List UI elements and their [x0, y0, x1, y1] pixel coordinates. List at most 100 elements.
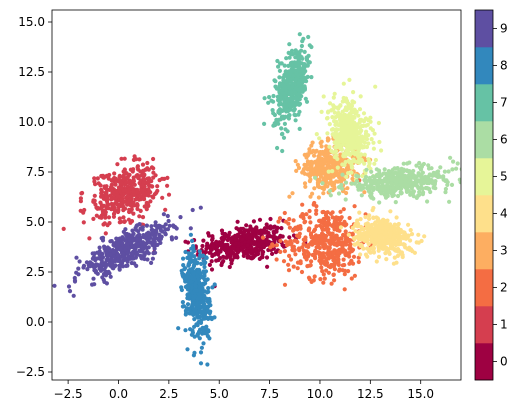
data-point [339, 121, 344, 126]
data-point [314, 132, 319, 137]
data-point [314, 245, 319, 250]
data-point [287, 55, 292, 60]
data-point [356, 255, 361, 260]
data-point [408, 238, 413, 243]
data-point [313, 256, 318, 261]
data-point [334, 153, 339, 158]
data-point [295, 260, 301, 265]
data-point [411, 189, 416, 194]
data-point [375, 227, 380, 233]
data-point [376, 168, 382, 173]
data-point [99, 215, 104, 220]
data-point [364, 144, 370, 150]
data-point [100, 275, 105, 280]
data-point [321, 280, 326, 285]
data-point [167, 223, 172, 228]
data-point [295, 266, 300, 271]
data-point [95, 205, 100, 210]
data-point [351, 90, 356, 95]
data-point [347, 243, 352, 248]
data-point [166, 192, 172, 197]
data-point [197, 281, 202, 286]
data-point [91, 216, 96, 221]
data-point [380, 179, 386, 185]
data-point [282, 210, 287, 216]
data-point [393, 170, 398, 175]
colorbar-tick-label: 9 [500, 22, 508, 36]
data-point [108, 274, 113, 279]
data-point [112, 208, 117, 213]
data-point [330, 210, 335, 215]
data-point [223, 248, 228, 253]
data-point [340, 242, 345, 247]
data-point [134, 252, 139, 257]
data-point [293, 77, 299, 82]
data-point [74, 255, 79, 260]
data-point [331, 272, 336, 277]
data-point [201, 238, 206, 243]
data-point [312, 159, 317, 165]
data-point [322, 242, 328, 247]
data-point [262, 230, 268, 235]
data-point [183, 249, 188, 255]
data-point [320, 269, 325, 274]
data-point [114, 247, 119, 252]
data-point [345, 120, 351, 125]
data-point [309, 75, 314, 80]
data-point [332, 110, 337, 115]
data-point [248, 224, 253, 229]
data-point [349, 276, 354, 281]
data-point [399, 168, 404, 173]
data-point [203, 249, 208, 254]
data-point [303, 96, 308, 101]
data-point [324, 180, 329, 185]
data-point [300, 245, 305, 250]
data-point [312, 186, 317, 191]
data-point [155, 242, 160, 247]
data-point [345, 115, 350, 120]
data-point [198, 300, 203, 305]
data-point [367, 175, 372, 181]
data-point [331, 264, 336, 269]
data-point [344, 143, 349, 148]
data-point [327, 245, 332, 250]
data-point [387, 250, 392, 255]
data-point [306, 152, 311, 157]
data-point [284, 243, 290, 248]
data-point [91, 276, 96, 281]
data-point [417, 173, 422, 178]
data-point [291, 233, 297, 238]
data-point [337, 268, 342, 273]
data-point [161, 212, 166, 217]
data-point [324, 220, 329, 226]
data-point [125, 194, 130, 199]
data-point [365, 254, 370, 259]
data-point [134, 223, 139, 228]
data-point [332, 91, 337, 96]
data-point [293, 63, 298, 68]
data-point [416, 232, 421, 237]
data-point [283, 219, 288, 224]
data-point [155, 188, 160, 193]
data-point [313, 175, 318, 180]
x-tick-label: 12.5 [357, 387, 384, 401]
data-point [279, 126, 284, 131]
data-point [330, 169, 335, 174]
data-point [96, 181, 101, 186]
data-point [356, 259, 361, 265]
data-point [358, 224, 364, 229]
data-point [198, 361, 204, 366]
data-point [135, 203, 140, 208]
data-point [142, 241, 147, 246]
data-point [141, 195, 146, 201]
cluster-7 [262, 32, 314, 154]
data-point [147, 183, 152, 188]
data-point [315, 169, 320, 174]
data-point [112, 254, 117, 259]
x-tick-label: 7.5 [260, 387, 279, 401]
data-point [187, 280, 192, 285]
data-point [104, 270, 109, 276]
colorbar-tick-label: 3 [500, 244, 508, 258]
data-point [111, 196, 116, 201]
data-point [127, 197, 132, 202]
